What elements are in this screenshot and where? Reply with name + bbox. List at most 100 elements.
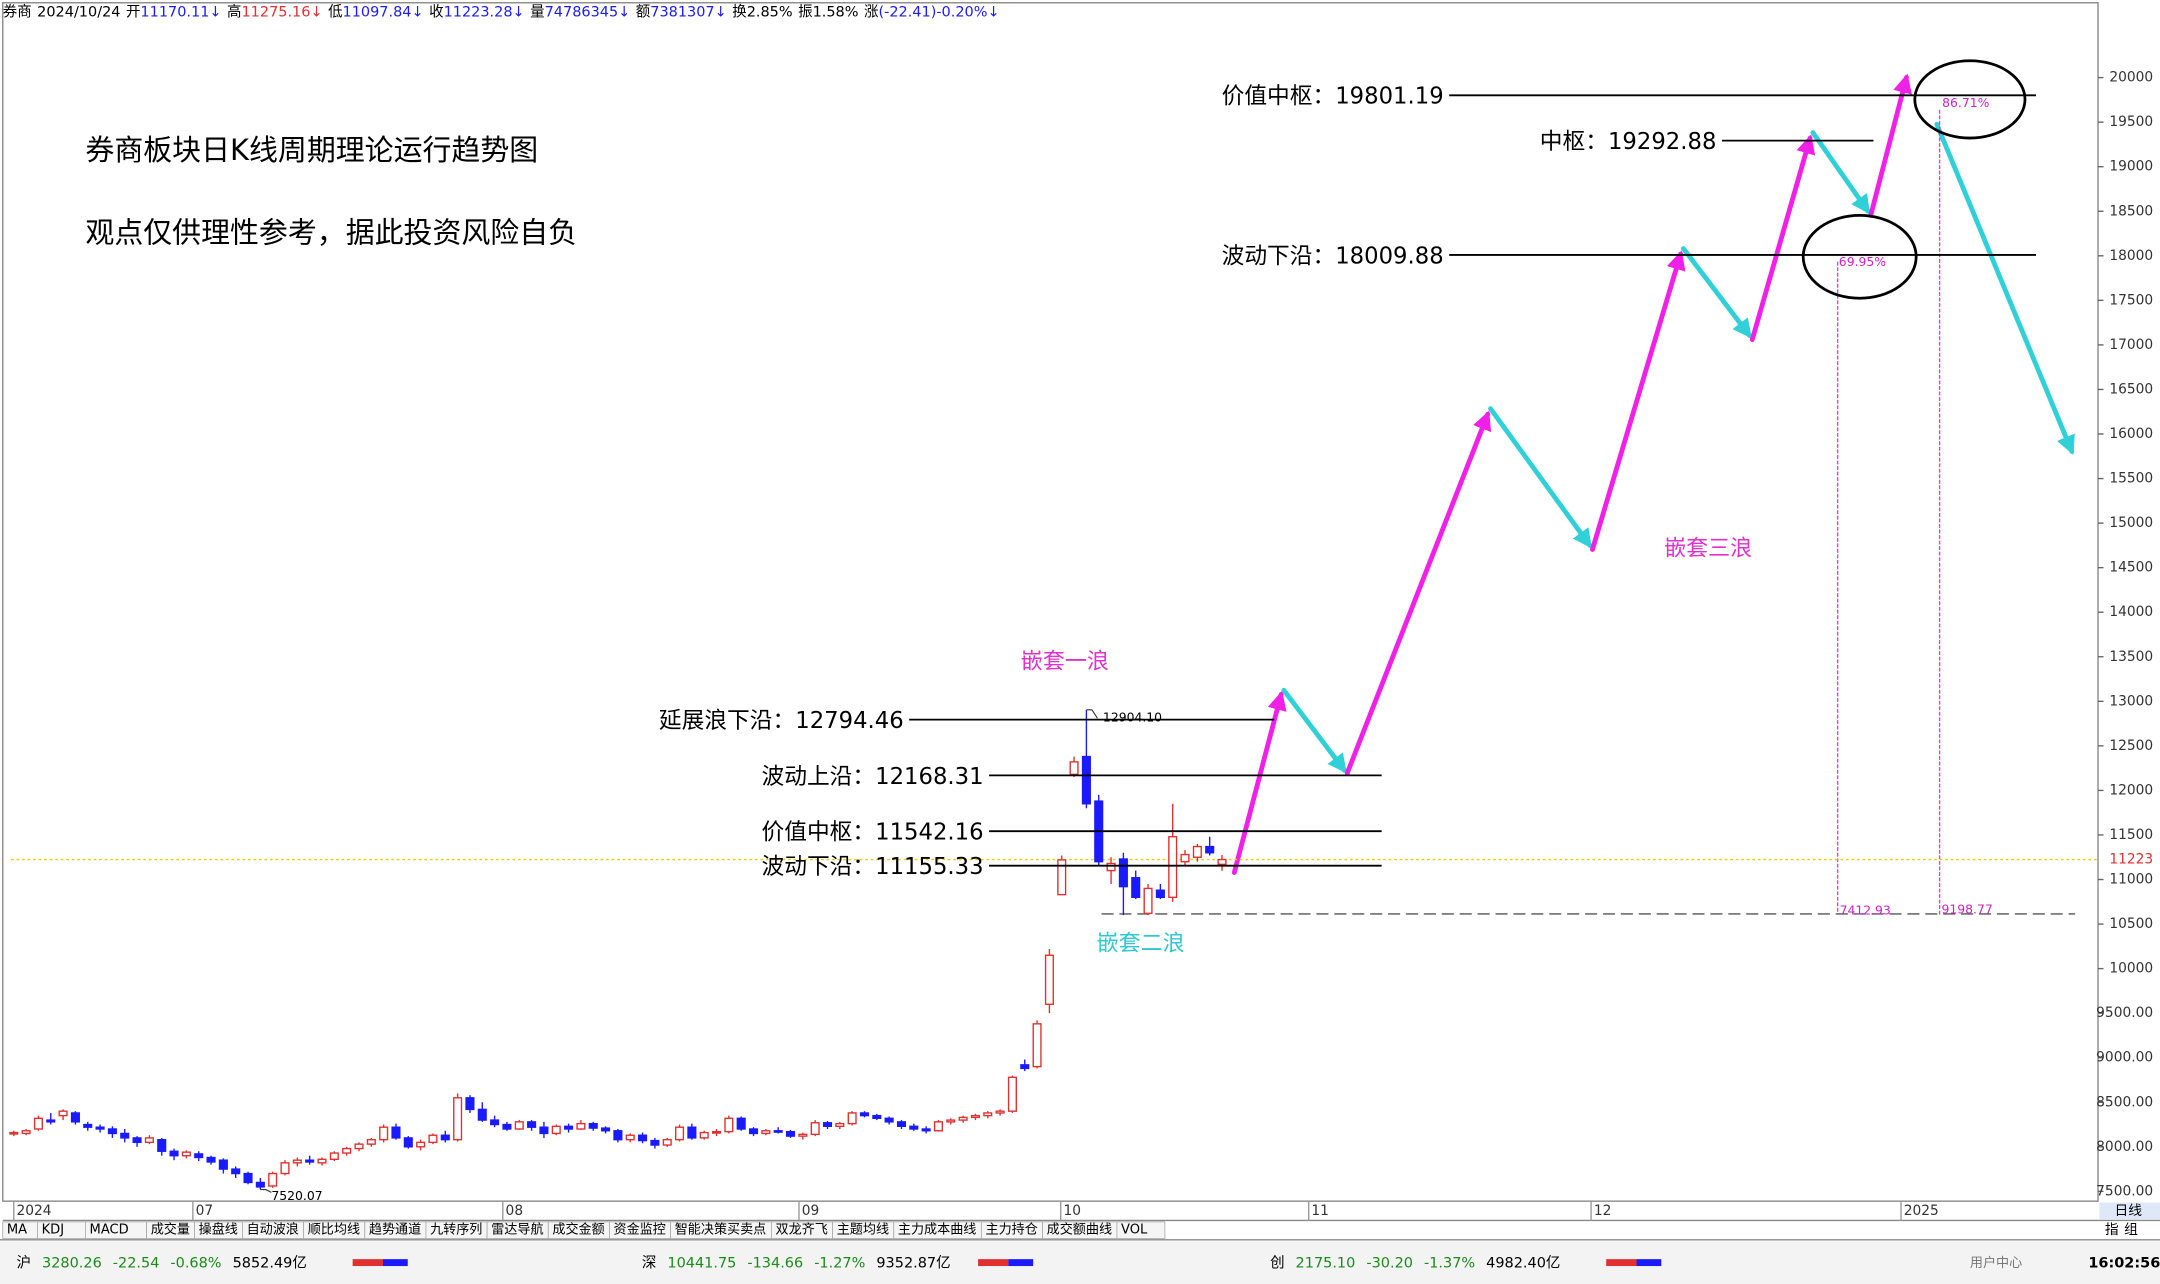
level-name: 价值中枢： (762, 819, 876, 845)
field-value: 7381307↓ (650, 4, 726, 20)
tab-label[interactable]: 操盘线 (199, 1221, 238, 1238)
tab-label[interactable]: MA (7, 1223, 27, 1238)
candle-body (465, 1097, 475, 1111)
tab-label[interactable]: 主题均线 (837, 1222, 889, 1238)
y-tick-label: 13000 (2109, 693, 2153, 709)
wave-label: 嵌套一浪 (1021, 650, 1109, 675)
y-tick-label: 14500 (2109, 560, 2153, 576)
y-tick-label: 19000 (2109, 159, 2153, 175)
tab-label[interactable]: 顺比均线 (308, 1222, 360, 1238)
tab-label[interactable]: 成交量 (151, 1221, 190, 1238)
y-tick-label: 13500 (2109, 649, 2153, 665)
candle-body (157, 1138, 167, 1152)
candle-body (95, 1126, 105, 1130)
tab-label[interactable]: 资金监控 (614, 1222, 666, 1238)
candle-body (983, 1112, 993, 1117)
tab-label[interactable]: 九转序列 (430, 1222, 482, 1238)
tab-label[interactable]: 智能决策买卖点 (675, 1221, 767, 1238)
candle-body (1168, 836, 1178, 899)
tab-label[interactable]: 成交金额 (552, 1221, 604, 1238)
index-quote: 沪 3280.26 -22.54 -0.68% 5852.49亿 (17, 1254, 307, 1271)
level-value: 12168.31 (875, 763, 983, 789)
candle-body (1032, 1023, 1042, 1068)
candle-body (21, 1130, 31, 1135)
candle-body (440, 1134, 450, 1141)
tab-label[interactable]: 主力成本曲线 (898, 1222, 976, 1238)
stock-name: 券商 (3, 3, 32, 20)
level-name: 波动上沿： (762, 763, 876, 789)
candle-body (453, 1097, 463, 1141)
index-value: -22.54 (113, 1255, 160, 1271)
candle-body (822, 1122, 833, 1128)
mini-bar (978, 1259, 1009, 1267)
chart-subtitle: 观点仅供理性参考，据此投资风险自负 (85, 216, 577, 250)
period-box (2099, 1202, 2160, 1220)
field-label: 开 (126, 4, 140, 20)
tab[interactable] (1116, 1221, 1166, 1239)
candle-body (1044, 954, 1054, 1005)
y-tick-label: 16000 (2109, 426, 2153, 442)
y-tick-label: 7500.00 (2096, 1183, 2153, 1199)
candle-body (958, 1116, 968, 1121)
index-value: 10441.75 (667, 1255, 736, 1271)
up-arrow (1590, 250, 1686, 552)
tab-label[interactable]: 雷达导航 (491, 1222, 543, 1238)
level-value: 12794.46 (795, 707, 903, 733)
tab-label[interactable]: 双龙齐飞 (776, 1222, 828, 1238)
index-quote: 深 10441.75 -134.66 -1.27% 9352.87亿 (642, 1254, 951, 1271)
field-label: 低 (328, 3, 342, 20)
candle-body (1131, 877, 1141, 899)
index-quote: 创 2175.10 -30.20 -1.37% 4982.40亿 (1270, 1254, 1560, 1271)
y-tick-label: 18500 (2109, 203, 2153, 219)
candle-body (329, 1152, 339, 1160)
candle-body (144, 1137, 154, 1144)
tab-tool[interactable]: 指 (2105, 1222, 2119, 1238)
last-price-box (2099, 851, 2160, 868)
x-tick-label: 2024 (17, 1203, 52, 1219)
field-label: 额 (636, 3, 651, 20)
chart-frame (2, 2, 2099, 1202)
note: 86.71% (1942, 95, 1989, 110)
down-arrow (1488, 406, 1593, 549)
candle-body (292, 1159, 302, 1164)
tab-tool[interactable]: 组 (2124, 1222, 2138, 1238)
last-price-label: 11223 (2109, 852, 2153, 868)
candle-body (748, 1128, 759, 1135)
y-tick-label: 8500.00 (2096, 1094, 2153, 1110)
candle-body (280, 1162, 290, 1175)
candle-body (514, 1121, 524, 1130)
price-pointer (260, 1189, 272, 1193)
candle-body (859, 1112, 870, 1117)
tab-label[interactable]: 自动波浪 (247, 1222, 299, 1238)
tab-label[interactable]: 主力持仓 (986, 1222, 1038, 1238)
candle-body (58, 1110, 68, 1117)
candle-body (564, 1125, 574, 1130)
tab-label[interactable]: 成交额曲线 (1047, 1221, 1112, 1238)
field-label: 收 (429, 3, 443, 20)
level-value: 11542.16 (875, 819, 983, 845)
candle-body (169, 1150, 179, 1157)
candle-body (909, 1125, 919, 1130)
tab-label[interactable]: KDJ (42, 1223, 65, 1238)
candle-body (403, 1137, 413, 1148)
tab-label[interactable]: 趋势通道 (369, 1222, 421, 1238)
y-tick-label: 15000 (2109, 515, 2153, 531)
index-value: 9352.87亿 (876, 1254, 950, 1271)
candle-body (601, 1127, 611, 1132)
y-tick-label: 9500.00 (2096, 1005, 2153, 1021)
candle-body (798, 1133, 808, 1137)
candle-body (588, 1122, 598, 1129)
candle-body (1007, 1076, 1017, 1112)
down-arrow (1680, 246, 1752, 339)
tab-label[interactable]: MACD (90, 1223, 129, 1238)
candle-body (9, 1131, 19, 1135)
candle-body (305, 1159, 315, 1163)
y-tick-label: 10500 (2109, 916, 2153, 932)
user-center[interactable]: 用户中心 (1970, 1254, 2022, 1271)
candle-body (379, 1126, 389, 1141)
up-arrow (1344, 410, 1492, 776)
level-label: 波动上沿：12168.31 (762, 763, 984, 789)
tab-label[interactable]: VOL (1121, 1223, 1148, 1238)
candle-body (33, 1117, 43, 1130)
